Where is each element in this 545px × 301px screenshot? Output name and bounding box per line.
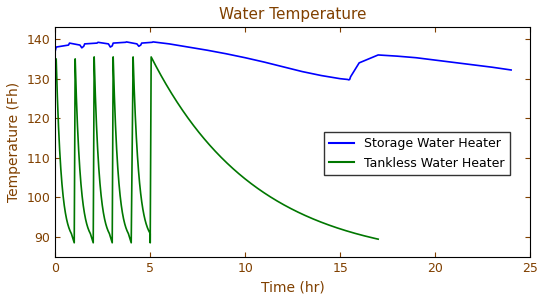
X-axis label: Time (hr): Time (hr) (261, 280, 325, 294)
Legend: Storage Water Heater, Tankless Water Heater: Storage Water Heater, Tankless Water Hea… (324, 132, 510, 175)
Y-axis label: Temperature (Fh): Temperature (Fh) (7, 82, 21, 202)
Title: Water Temperature: Water Temperature (219, 7, 366, 22)
